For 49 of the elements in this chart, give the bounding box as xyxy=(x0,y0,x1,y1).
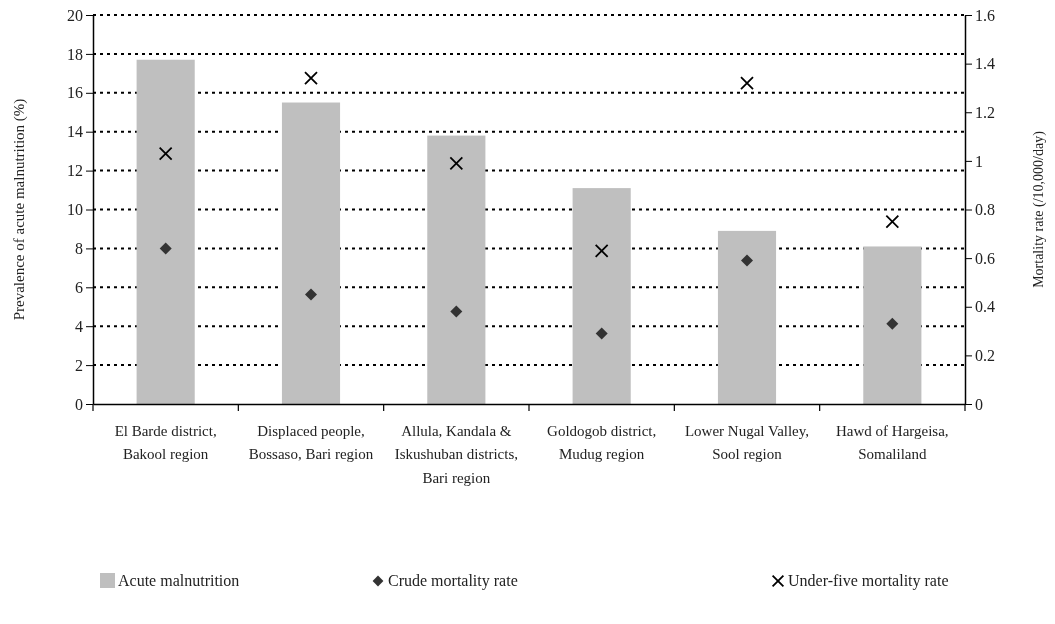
y-tick-label: 6 xyxy=(75,278,83,296)
bar xyxy=(136,59,195,404)
y-tick-label: 8 xyxy=(75,240,83,258)
x-tick-label: Goldogob district, Mudug region xyxy=(547,423,657,463)
y-tick-label: 10 xyxy=(67,201,83,219)
y2-tick-label: 0.6 xyxy=(975,249,995,267)
point xyxy=(159,242,172,255)
point xyxy=(594,243,609,258)
bar xyxy=(427,135,486,404)
y-tick-label: 14 xyxy=(67,123,83,141)
y-tick-label: 18 xyxy=(67,45,83,63)
legend-label: Under-five mortality rate xyxy=(788,572,949,590)
point xyxy=(449,156,464,171)
y2-tick-label: 0.4 xyxy=(975,298,995,316)
bar xyxy=(717,230,777,404)
x-tick-label: Displaced people, Bossaso, Bari region xyxy=(248,423,374,463)
point xyxy=(595,327,608,340)
y-tick-label: 16 xyxy=(67,84,83,102)
x-tick-label: Hawd of Hargeisa, Somaliland xyxy=(836,423,949,463)
legend-label: Acute malnutrition xyxy=(118,572,240,589)
point xyxy=(886,317,899,330)
y2-tick-label: 0 xyxy=(975,395,983,413)
y2-tick-label: 1.2 xyxy=(975,103,995,121)
point xyxy=(450,305,463,318)
y-tick-label: 12 xyxy=(67,162,83,180)
bar xyxy=(863,246,922,404)
y2-tick-label: 1.4 xyxy=(975,55,995,73)
legend-label: Crude mortality rate xyxy=(388,572,518,590)
y-tick-label: 4 xyxy=(75,317,83,335)
y2-tick-label: 0.2 xyxy=(975,346,995,364)
bar xyxy=(281,102,341,404)
y2-axis-title: Mortality rate (/10,000/day) xyxy=(1031,130,1047,288)
point xyxy=(740,76,754,90)
bar xyxy=(572,188,631,404)
y-tick-label: 2 xyxy=(75,356,83,374)
y-tick-label: 0 xyxy=(75,395,83,413)
y2-tick-label: 1.6 xyxy=(975,6,995,24)
x-tick-label: Lower Nugal Valley, Sool region xyxy=(684,423,810,463)
y-tick-label: 20 xyxy=(67,6,83,24)
point xyxy=(885,214,900,229)
point xyxy=(305,288,317,301)
y-axis-title: Prevalence of acute malnutrition (%) xyxy=(11,98,28,321)
x-tick-label: Allula, Kandala & Iskushuban districts, Bari region xyxy=(394,423,518,486)
point xyxy=(158,146,173,161)
y2-tick-label: 1 xyxy=(975,152,983,170)
point xyxy=(304,71,318,86)
y2-tick-label: 0.8 xyxy=(975,201,995,219)
point xyxy=(741,254,753,267)
x-tick-label: El Barde district, Bakool region xyxy=(114,423,217,463)
